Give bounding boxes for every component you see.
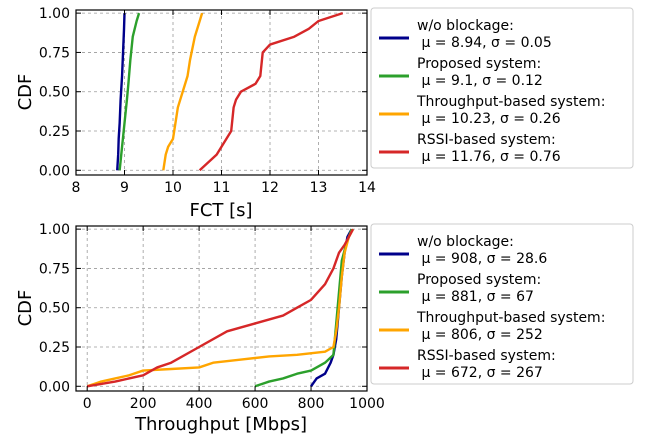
fct-y-tick-label: 0.00 (39, 163, 70, 179)
fct-legend-label-4: RSSI-based system: (417, 132, 556, 148)
throughput-x-tick-label: 1000 (349, 396, 385, 412)
fct-ticks: 8 9 10 11 12 13 14 0.00 0.25 0.50 0.75 1.00 (39, 6, 376, 196)
fct-legend-stats-4: μ = 11.76, σ = 0.76 (417, 149, 561, 165)
throughput-x-tick-label: 0 (83, 396, 92, 412)
fct-series-line-2 (118, 12, 141, 171)
throughput-legend-stats-3: μ = 806, σ = 252 (417, 327, 543, 343)
fct-legend-label-3: Throughput-based system: (416, 94, 605, 110)
throughput-legend-stats-2: μ = 881, σ = 67 (417, 289, 534, 305)
fct-y-tick-label: 0.50 (39, 85, 70, 101)
throughput-x-tick-label: 400 (186, 396, 213, 412)
fct-legend-stats-1: μ = 8.94, σ = 0.05 (417, 35, 552, 51)
fct-legend: w/o blockage: μ = 8.94, σ = 0.05 Proposed… (370, 7, 634, 169)
throughput-x-axis-title: Throughput [Mbps] (134, 414, 307, 435)
fct-y-tick-label: 1.00 (39, 6, 70, 22)
fct-y-tick-label: 0.75 (39, 45, 70, 61)
throughput-legend-box (370, 223, 634, 385)
throughput-y-tick-label: 0.50 (39, 301, 70, 317)
throughput-cdf-chart: 0 200 400 600 800 1000 0.00 0.25 0.50 0.75 1.00 Th… (15, 222, 634, 435)
fct-series-lines (116, 11, 344, 172)
throughput-legend-label-4: RSSI-based system: (417, 348, 556, 364)
fct-x-tick-label: 9 (120, 180, 129, 196)
throughput-legend: w/o blockage: μ = 908, σ = 28.6 Proposed … (370, 223, 634, 385)
throughput-y-tick-label: 0.75 (39, 261, 70, 277)
throughput-legend-label-2: Proposed system: (417, 272, 541, 288)
throughput-x-tick-label: 200 (130, 396, 157, 412)
throughput-series-line-4 (86, 228, 355, 388)
fct-x-axis-title: FCT [s] (189, 200, 252, 221)
fct-y-axis-title: CDF (15, 74, 36, 111)
throughput-y-tick-label: 0.00 (39, 379, 70, 395)
throughput-y-tick-label: 1.00 (39, 222, 70, 238)
throughput-y-axis-title: CDF (15, 290, 36, 327)
throughput-x-tick-label: 800 (298, 396, 325, 412)
throughput-ticks: 0 200 400 600 800 1000 0.00 0.25 0.50 0.75 1.00 (39, 222, 385, 412)
fct-series-line-4 (198, 11, 344, 172)
fct-legend-box (370, 7, 634, 169)
fct-legend-stats-2: μ = 9.1, σ = 0.12 (417, 73, 543, 89)
fct-grid (75, 10, 368, 175)
fct-y-tick-label: 0.25 (39, 124, 70, 140)
throughput-grid (76, 226, 368, 391)
throughput-legend-stats-4: μ = 672, σ = 267 (417, 365, 543, 381)
fct-legend-items: w/o blockage: μ = 8.94, σ = 0.05 Proposed… (379, 18, 605, 165)
throughput-legend-label-1: w/o blockage: (417, 234, 514, 250)
fct-legend-stats-3: μ = 10.23, σ = 0.26 (417, 111, 561, 127)
fct-legend-label-1: w/o blockage: (417, 18, 514, 34)
throughput-legend-items: w/o blockage: μ = 908, σ = 28.6 Proposed … (379, 234, 605, 381)
fct-series-line-1 (116, 13, 126, 171)
throughput-legend-label-3: Throughput-based system: (416, 310, 605, 326)
fct-x-tick-label: 11 (213, 180, 231, 196)
fct-x-tick-label: 10 (164, 180, 182, 196)
throughput-x-tick-label: 600 (242, 396, 269, 412)
fct-x-tick-label: 12 (261, 180, 279, 196)
throughput-plot-frame (75, 225, 368, 392)
fct-series-line-3 (162, 12, 204, 171)
fct-x-tick-label: 13 (310, 180, 328, 196)
fct-legend-label-2: Proposed system: (417, 56, 541, 72)
fct-x-tick-label: 8 (72, 180, 81, 196)
throughput-y-tick-label: 0.25 (39, 340, 70, 356)
fct-x-tick-label: 14 (358, 180, 376, 196)
fct-cdf-chart: 8 9 10 11 12 13 14 0.00 0.25 0.50 0.75 1.00 FCT [s]… (15, 6, 634, 221)
throughput-series-line-3 (86, 228, 355, 388)
throughput-series-lines (86, 228, 355, 388)
throughput-legend-stats-1: μ = 908, σ = 28.6 (417, 251, 547, 267)
throughput-series-line-2 (254, 228, 353, 388)
